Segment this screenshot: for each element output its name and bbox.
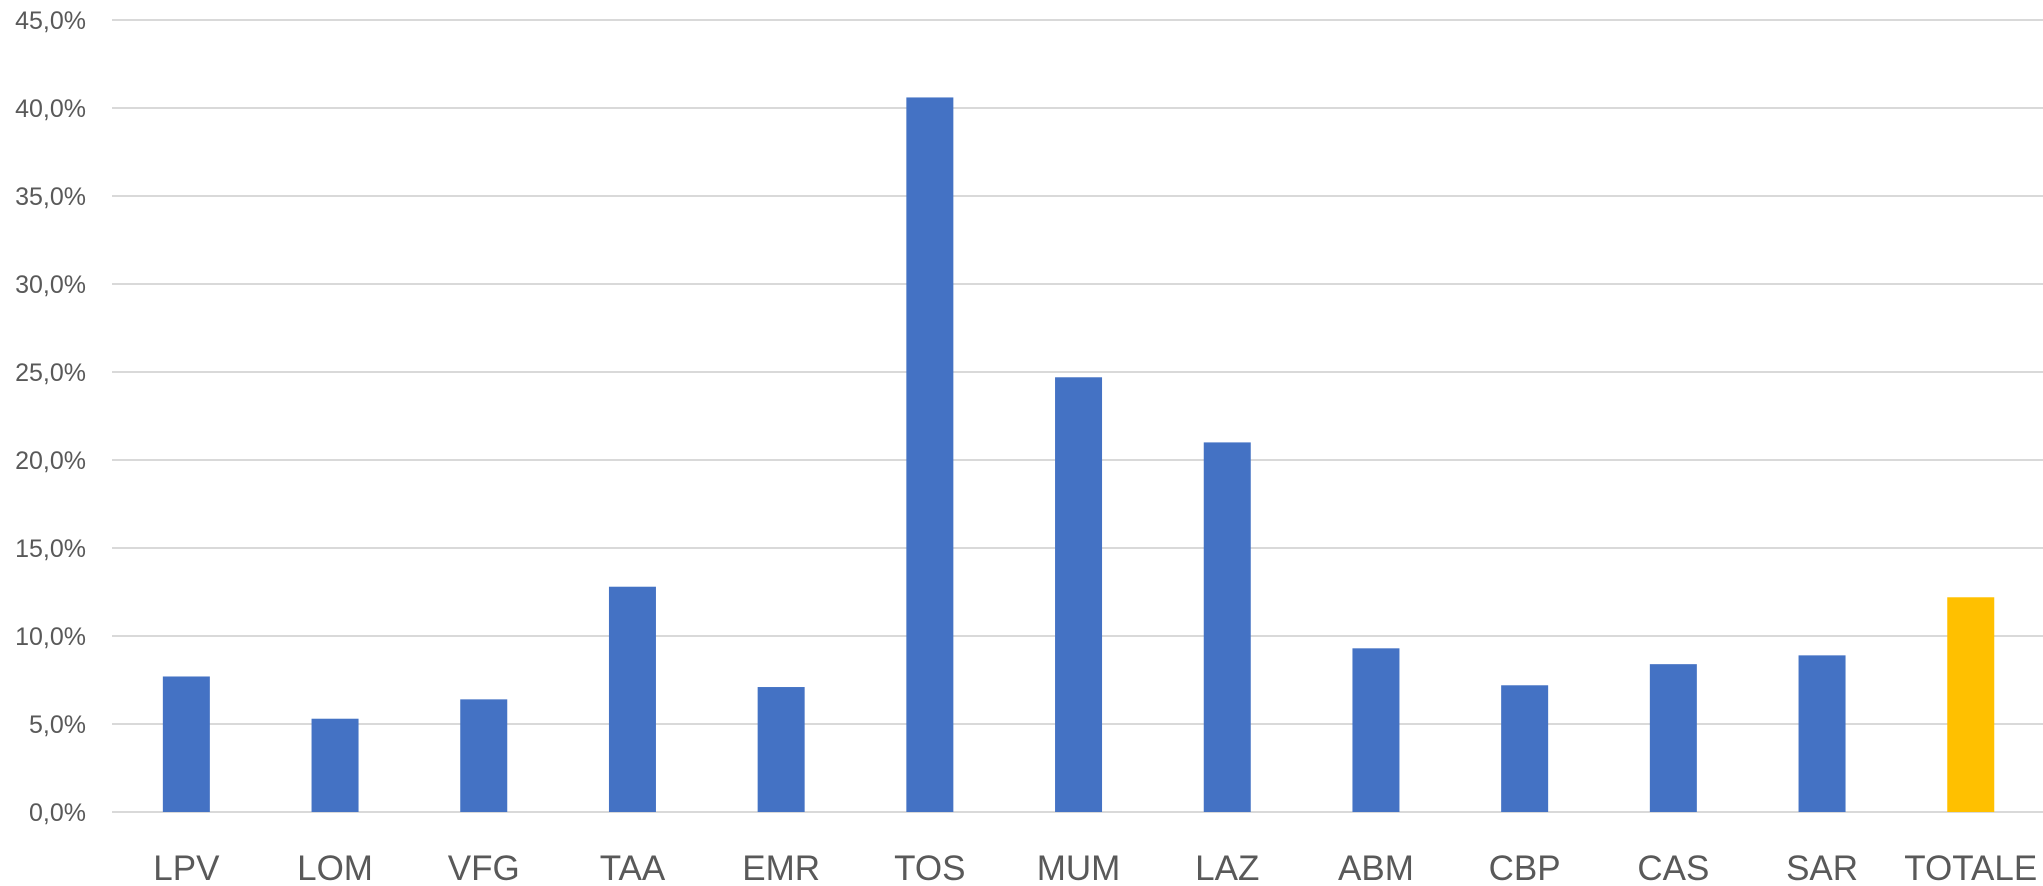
- x-tick-label-lom: LOM: [297, 849, 373, 886]
- x-tick-label-cas: CAS: [1637, 849, 1709, 886]
- bar-cbp: [1501, 685, 1549, 812]
- bar-laz: [1203, 442, 1251, 812]
- y-tick-label: 45,0%: [15, 7, 86, 35]
- bar-tos: [906, 97, 954, 812]
- y-tick-label: 15,0%: [15, 535, 86, 563]
- bar-lom: [311, 718, 359, 812]
- bars: [162, 97, 1995, 812]
- x-axis-ticks: LPV LOM VFG TAA EMR TOS MUM LAZ ABM CBP CAS SAR TOTA…: [153, 849, 2037, 886]
- bar-sar: [1798, 655, 1846, 812]
- x-tick-label-laz: LAZ: [1195, 849, 1259, 886]
- x-tick-label-abm: ABM: [1338, 849, 1414, 886]
- x-tick-label-emr: EMR: [742, 849, 820, 886]
- bar-emr: [757, 687, 805, 812]
- y-tick-label: 0,0%: [29, 799, 86, 827]
- x-tick-label-vfg: VFG: [448, 849, 520, 886]
- x-tick-label-cbp: CBP: [1489, 849, 1561, 886]
- y-tick-label: 25,0%: [15, 359, 86, 387]
- bar-vfg: [460, 699, 508, 812]
- x-tick-label-tos: TOS: [894, 849, 965, 886]
- y-tick-label: 35,0%: [15, 183, 86, 211]
- y-tick-label: 5,0%: [29, 711, 86, 739]
- x-tick-label-lpv: LPV: [153, 849, 220, 886]
- bar-cas: [1649, 664, 1697, 812]
- bar-taa: [608, 586, 656, 812]
- y-tick-label: 40,0%: [15, 95, 86, 123]
- bar-mum: [1055, 377, 1103, 812]
- y-tick-label: 30,0%: [15, 271, 86, 299]
- y-tick-label: 10,0%: [15, 623, 86, 651]
- bar-lpv: [162, 676, 210, 812]
- y-tick-label: 20,0%: [15, 447, 86, 475]
- x-tick-label-mum: MUM: [1037, 849, 1121, 886]
- bar-abm: [1352, 648, 1400, 812]
- bar-totale: [1947, 597, 1995, 812]
- x-tick-label-totale: TOTALE: [1904, 849, 2037, 886]
- x-tick-label-sar: SAR: [1786, 849, 1858, 886]
- y-axis-ticks: 0,0% 5,0% 10,0% 15,0% 20,0% 25,0% 30,0% 35,0% 40…: [15, 7, 86, 827]
- x-tick-label-taa: TAA: [600, 849, 666, 886]
